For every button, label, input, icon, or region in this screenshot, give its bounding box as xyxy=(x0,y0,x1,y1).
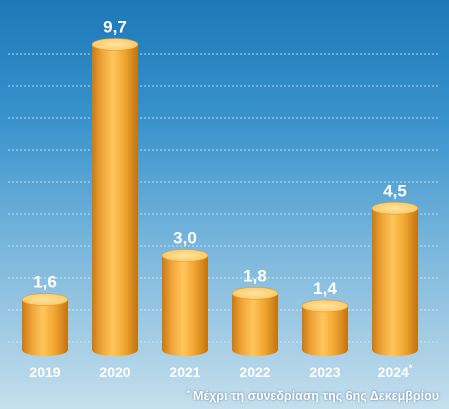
value-labels: 1,6 9,7 3,0 1,8 1,4 4,5 xyxy=(33,17,407,297)
bars xyxy=(21,38,419,356)
data-label: 1,6 xyxy=(33,273,57,292)
bar-body xyxy=(162,255,208,356)
bar-body xyxy=(232,293,278,356)
bar xyxy=(301,299,349,356)
data-label: 1,8 xyxy=(243,266,267,285)
footnote-text: Μέχρι τη συνεδρίαση της 6ης Δεκεμβρίου xyxy=(193,389,439,403)
data-label: 3,0 xyxy=(173,229,197,248)
x-tick-label: 2020 xyxy=(99,364,130,380)
bar-body xyxy=(92,44,138,356)
bar xyxy=(161,249,209,356)
data-label: 4,5 xyxy=(383,181,407,200)
footnote-marker: * xyxy=(186,389,191,398)
bar-top xyxy=(21,293,69,306)
bar-body xyxy=(302,305,348,356)
bar xyxy=(91,38,139,356)
bar-top xyxy=(161,249,209,262)
bar xyxy=(231,286,279,356)
bar xyxy=(371,201,419,356)
x-tick-label: 2021 xyxy=(169,364,200,380)
bar-top xyxy=(301,299,349,313)
bar-body xyxy=(372,208,418,356)
x-tick-label: 2024* xyxy=(378,363,413,380)
footnote: * Μέχρι τη συνεδρίαση της 6ης Δεκεμβρίου xyxy=(187,389,439,403)
x-tick-label: 2023 xyxy=(309,364,340,380)
bar-top xyxy=(231,286,279,300)
data-label: 9,7 xyxy=(103,17,127,36)
bar-top xyxy=(91,38,139,51)
x-tick-label: 2019 xyxy=(29,364,60,380)
x-axis-tick-labels: 2019 2020 2021 2022 2023 2024* xyxy=(29,363,412,380)
data-label: 1,4 xyxy=(313,279,337,298)
bar xyxy=(21,293,69,356)
bar-body xyxy=(22,299,68,356)
x-tick-label: 2022 xyxy=(239,364,270,380)
bar-top xyxy=(371,201,419,215)
